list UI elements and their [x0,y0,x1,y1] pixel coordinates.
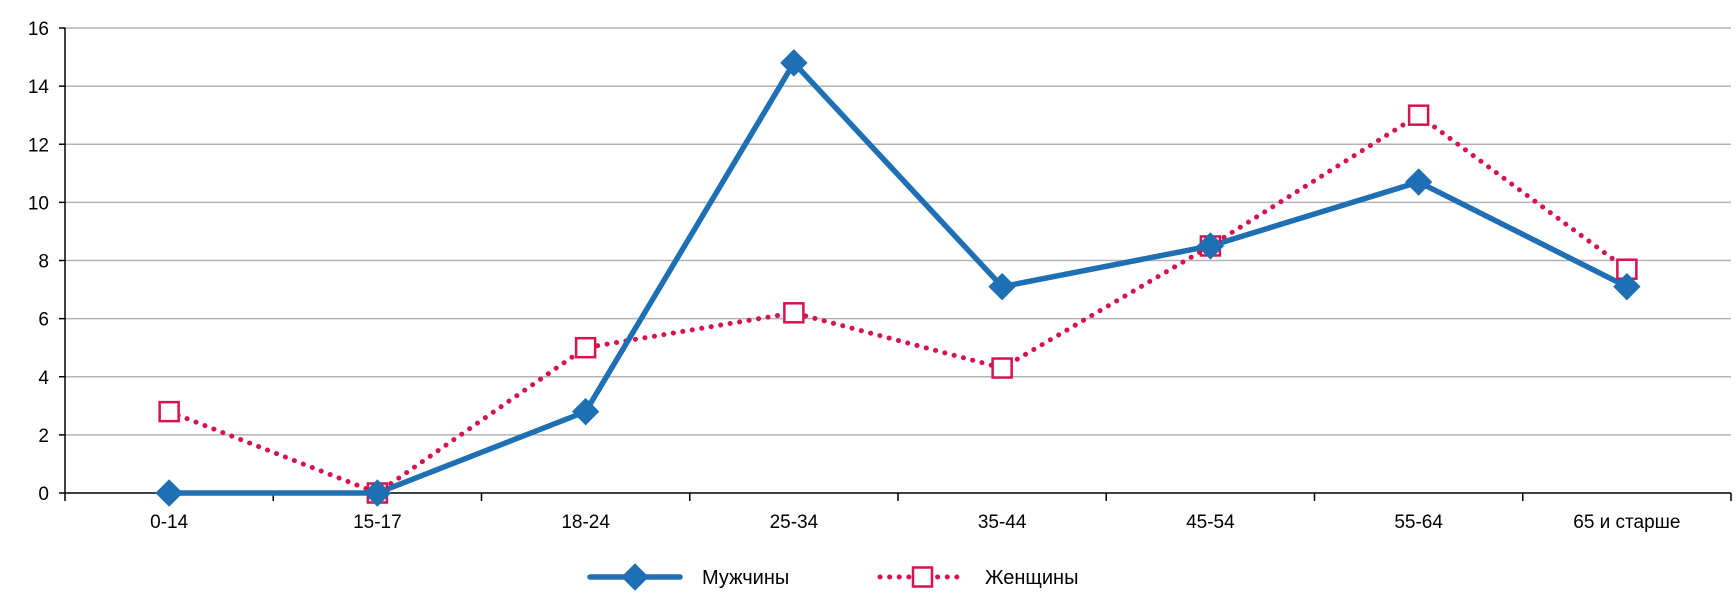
x-tick-label: 55-64 [1394,512,1443,533]
data-point-women [1407,104,1430,126]
x-tick-label: 35-44 [978,512,1027,533]
y-tick-label: 4 [38,368,49,389]
data-point-women [783,302,805,324]
legend: Мужчины Женщины [587,563,1078,591]
legend-label: Мужчины [702,567,789,589]
data-point-men [1404,168,1433,196]
y-tick-label: 12 [28,135,49,156]
data-point-men [571,397,600,426]
data-point-men [780,49,808,77]
data-point-men [1196,232,1225,260]
x-tick-label: 15-17 [353,512,402,533]
legend-item: Женщины [877,566,1078,589]
data-point-women [991,357,1013,379]
series-line-women [166,112,1630,496]
data-point-men [1613,272,1641,301]
series-lines [155,49,1641,507]
data-point-men [363,479,392,507]
y-tick-label: 6 [38,310,49,331]
data-point-women [158,400,180,423]
y-tick-label: 10 [28,193,49,214]
legend-swatch-marker [911,566,934,588]
data-point-women [574,336,597,359]
legend-swatch-marker [621,563,649,591]
x-tick-label: 18-24 [561,512,610,533]
x-tick-label: 0-14 [150,512,188,533]
data-point-men [155,479,183,507]
x-tick-label: 65 и старше [1573,512,1680,533]
y-tick-label: 0 [38,484,49,505]
series-line-men [166,60,1630,496]
grid-lines [65,27,1731,436]
legend-item: Мужчины [587,563,789,591]
y-tick-label: 16 [28,19,49,40]
y-tick-label: 8 [38,252,49,273]
x-tick-label: 45-54 [1186,512,1235,533]
data-point-men [988,272,1016,301]
x-tick-label: 25-34 [770,512,819,533]
legend-label: Женщины [985,567,1078,589]
y-tick-label: 2 [38,426,49,447]
y-tick-label: 14 [28,77,50,98]
